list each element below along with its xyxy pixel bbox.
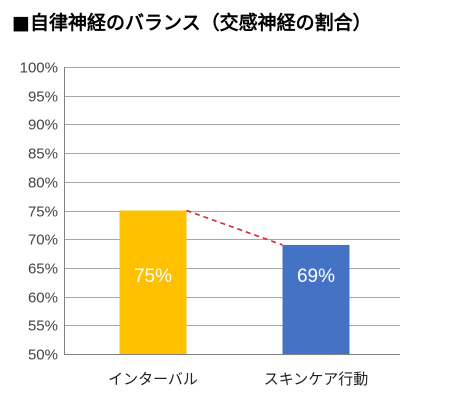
y-tick-label: 100% bbox=[20, 60, 58, 77]
y-tick-label: 80% bbox=[28, 175, 58, 192]
y-tick-label: 90% bbox=[28, 117, 58, 134]
y-tick-label: 55% bbox=[28, 318, 58, 335]
x-category-label: インターバル bbox=[108, 370, 198, 388]
y-tick-label: 50% bbox=[28, 347, 58, 364]
y-tick-label: 95% bbox=[28, 89, 58, 106]
y-tick-label: 75% bbox=[28, 204, 58, 221]
bar-data-label: 69% bbox=[297, 266, 335, 287]
axes bbox=[64, 67, 400, 355]
bar bbox=[282, 244, 350, 354]
y-tick-label: 85% bbox=[28, 146, 58, 163]
labels: 50% 55% 60% 65% 70% 75% 80% 85% 90% 95% 100% 75% インタ… bbox=[20, 60, 369, 389]
gridlines bbox=[64, 67, 400, 326]
y-tick-label: 65% bbox=[28, 261, 58, 278]
y-tick-label: 70% bbox=[28, 232, 58, 249]
y-tick-label: 60% bbox=[28, 290, 58, 307]
bar-data-label: 75% bbox=[134, 266, 172, 287]
bar bbox=[119, 210, 187, 354]
connector-line bbox=[186, 209, 283, 246]
chart-title: ■自律神経のバランス（交感神経の割合） bbox=[12, 12, 372, 34]
connector bbox=[186, 209, 283, 246]
x-category-label: スキンケア行動 bbox=[264, 370, 369, 388]
bars bbox=[119, 210, 350, 354]
